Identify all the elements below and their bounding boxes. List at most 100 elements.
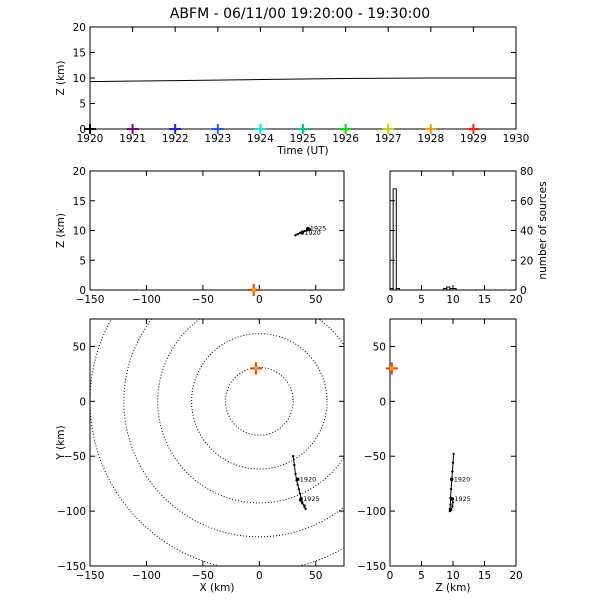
range-ring <box>90 319 344 566</box>
x-tick-label: 50 <box>309 570 322 582</box>
x-tick-label: 1927 <box>375 133 402 145</box>
x-axis-label: X (km) <box>199 582 234 594</box>
data-point <box>298 492 302 495</box>
x-tick-label: 10 <box>446 570 459 582</box>
x-tick-label: 0 <box>256 294 263 306</box>
data-point <box>303 504 306 507</box>
x-tick-label: 0 <box>387 570 394 582</box>
x-tick-label: 1926 <box>332 133 359 145</box>
x-tick-label: −150 <box>76 570 105 582</box>
y-tick-label: 50 <box>73 341 86 353</box>
time-annotation: 1925 <box>310 225 327 233</box>
plot-frame <box>389 170 517 291</box>
data-point <box>294 234 297 237</box>
data-point <box>301 502 304 505</box>
x-tick-label: 0 <box>256 570 263 582</box>
y-tick-label: 60 <box>520 196 533 208</box>
y-tick-label: −100 <box>57 506 86 518</box>
x-tick-label: 1920 <box>77 133 104 145</box>
y-tick-label: −100 <box>357 506 386 518</box>
x-tick-label: 1922 <box>162 133 189 145</box>
range-ring <box>224 366 294 436</box>
y-axis-label: Z (km) <box>55 60 67 95</box>
y-tick-label: 20 <box>73 166 86 178</box>
x-tick-label: 10 <box>446 294 459 306</box>
data-point <box>292 455 295 458</box>
x-axis-label: Z (km) <box>435 582 470 594</box>
x-tick-label: 20 <box>509 570 522 582</box>
y-tick-label: −50 <box>64 451 86 463</box>
y-tick-label: 20 <box>73 22 86 34</box>
time-annotation: 1920 <box>300 475 317 483</box>
y-tick-label: 50 <box>373 341 386 353</box>
y-tick-label: 10 <box>73 226 86 238</box>
data-point <box>452 452 455 456</box>
x-tick-label: 1928 <box>417 133 444 145</box>
x-tick-label: 0 <box>387 294 394 306</box>
panel-z-vs-time: 1920 1921 1922 1923 1924 1925 1926 1927 1928 1929… <box>55 22 529 157</box>
panel-y-vs-x: −150 −100 −50 0 50 −150 −100 −50 0 50 X (km) Y (km)… <box>55 318 345 594</box>
y-tick-label: −150 <box>357 561 386 573</box>
x-tick-label: −150 <box>76 294 105 306</box>
y-tick-label: 10 <box>73 73 86 85</box>
y-tick-label: 0 <box>79 285 86 297</box>
y-tick-label: 5 <box>79 255 86 267</box>
y-axis-label: Y (km) <box>55 425 67 460</box>
data-point <box>451 461 455 465</box>
y-tick-label: 0 <box>79 396 86 408</box>
time-annotation: 1925 <box>454 495 471 503</box>
x-tick-label: 1924 <box>247 133 274 145</box>
data-point <box>296 232 299 236</box>
range-ring <box>191 333 328 470</box>
range-rings <box>90 319 344 566</box>
x-tick-label: −50 <box>192 570 214 582</box>
range-ring <box>157 319 344 504</box>
x-tick-label: 1930 <box>503 133 530 145</box>
annotation-dot <box>449 477 454 482</box>
station-marker-center <box>253 366 258 371</box>
annotation-dot <box>300 231 305 235</box>
figure-title: ABFM - 06/11/00 19:20:00 - 19:30:00 <box>170 6 430 22</box>
y-axis-label: Z (km) <box>55 213 67 248</box>
x-tick-label: 50 <box>309 294 322 306</box>
x-tick-label: 1925 <box>290 133 317 145</box>
data-point <box>451 505 454 508</box>
panel-y-vs-z: 0 5 10 15 20 −150 −100 −50 0 50 Z (km) 1920 1925 <box>357 318 523 594</box>
y-tick-label: 40 <box>520 226 533 238</box>
y-tick-label: −50 <box>364 451 386 463</box>
data-point <box>449 487 453 491</box>
histogram-bar <box>452 288 457 291</box>
x-axis-label: Time (UT) <box>276 145 328 157</box>
data-point <box>304 507 307 511</box>
annotation-dot <box>299 497 303 501</box>
y-axis-label: number of sources <box>537 181 549 279</box>
y-tick-label: 15 <box>73 48 86 60</box>
x-tick-label: 5 <box>418 294 425 306</box>
data-point <box>451 501 455 504</box>
y-tick-label: −150 <box>57 561 86 573</box>
time-annotation: 1920 <box>454 475 471 483</box>
x-tick-label: 1923 <box>204 133 231 145</box>
time-annotation: 1920 <box>304 229 321 237</box>
y-tick-label: 20 <box>520 255 533 267</box>
y-tick-label: 15 <box>73 196 86 208</box>
plot-frame <box>389 318 517 567</box>
x-tick-label: 20 <box>509 294 522 306</box>
x-tick-label: 15 <box>478 570 491 582</box>
x-tick-label: 1921 <box>119 133 146 145</box>
x-tick-label: 15 <box>478 294 491 306</box>
plot-frame <box>89 318 345 567</box>
annotation-dot <box>450 497 455 501</box>
y-tick-label: 80 <box>520 166 533 178</box>
annotation-dot <box>306 226 310 231</box>
data-point <box>303 229 306 233</box>
time-annotation: 1925 <box>303 495 320 503</box>
data-point <box>449 508 453 512</box>
data-point <box>296 483 299 486</box>
station-marker-center <box>251 288 256 292</box>
series-line <box>89 77 516 83</box>
